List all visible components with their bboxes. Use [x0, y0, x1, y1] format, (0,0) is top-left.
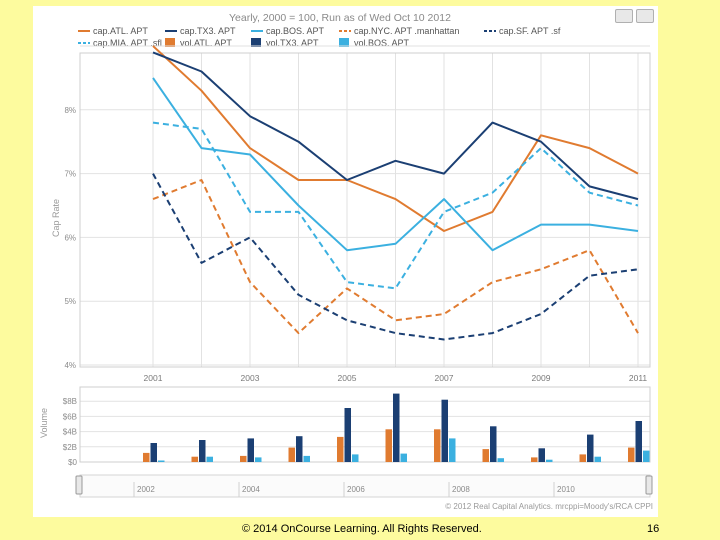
series-line [152, 51, 639, 201]
volume-bar [143, 452, 150, 462]
volume-bar [255, 457, 262, 462]
copyright-text: © 2014 OnCourse Learning. All Rights Res… [242, 523, 482, 535]
volume-chart-grid [79, 386, 651, 463]
navigator-right-handle [645, 475, 653, 495]
y-tick-label: 7% [64, 170, 76, 179]
legend-swatch [339, 38, 349, 47]
navigator-tick-label: 2002 [137, 485, 155, 494]
volume-bar [199, 440, 206, 462]
x-tick-label: 2001 [144, 373, 163, 383]
volume-chart-axes: $0 $2B $4B $6B $8B [63, 397, 78, 467]
navigator-left-handle [75, 475, 83, 495]
volume-bar [587, 434, 594, 462]
volume-bar [303, 455, 310, 462]
volume-bar [628, 447, 635, 462]
range-navigator[interactable]: 2002 2004 2006 2008 2010 [75, 474, 653, 498]
series-line [152, 121, 639, 290]
volume-bar [296, 436, 303, 462]
credit-text: © 2012 Real Capital Analytics. mrcppi=Mo… [445, 502, 653, 511]
volume-bar [490, 426, 497, 462]
y-tick-label: $8B [63, 397, 77, 406]
volume-bar [206, 456, 213, 462]
plot-frame [79, 52, 651, 368]
main-chart-grid [79, 45, 651, 368]
volume-bar [191, 456, 198, 462]
volume-bar [158, 460, 165, 462]
volume-bar [400, 453, 407, 462]
navigator-tick-label: 2008 [452, 485, 470, 494]
volume-bar [538, 448, 545, 462]
main-chart-lines [152, 45, 639, 341]
legend-label: vol.ATL. APT [180, 38, 232, 48]
volume-bar [344, 408, 351, 462]
volume-bar [635, 421, 642, 462]
volume-bar [150, 443, 157, 462]
y-tick-label: $0 [68, 458, 77, 467]
series-line [152, 77, 639, 252]
legend-swatch [251, 38, 261, 47]
y-tick-label: 6% [64, 233, 76, 242]
legend-label: cap.TX3. APT [180, 26, 236, 36]
legend-label: cap.NYC. APT .manhattan [354, 26, 459, 36]
series-line [152, 179, 639, 335]
y-axis-label: Cap Rate [51, 199, 61, 237]
volume-bar [393, 393, 400, 462]
volume-bar [497, 458, 504, 462]
legend-swatch [165, 38, 175, 47]
legend-label: vol.BOS. APT [354, 38, 410, 48]
volume-bar [247, 438, 254, 462]
plot-frame [79, 386, 651, 463]
volume-bar [385, 429, 392, 462]
navigator-tick-label: 2010 [557, 485, 575, 494]
volume-bar [288, 447, 295, 462]
volume-chart-bars [143, 393, 650, 462]
volume-bar [579, 454, 586, 462]
x-tick-label: 2009 [532, 373, 551, 383]
y-tick-label: 4% [64, 361, 76, 370]
volume-bar [531, 457, 538, 462]
chart-title: Yearly, 2000 = 100, Run as of Wed Oct 10… [229, 12, 451, 24]
navigator-tick-label: 2006 [347, 485, 365, 494]
volume-bar [449, 438, 456, 462]
volume-bar [594, 456, 601, 462]
y-tick-label: 5% [64, 297, 76, 306]
x-tick-label: 2005 [338, 373, 357, 383]
legend-label: vol.TX3. APT [266, 38, 319, 48]
volume-bar [441, 399, 448, 462]
page-number: 16 [647, 523, 660, 535]
y-tick-label: $6B [63, 412, 77, 421]
legend-label: cap.SF. APT .sf [499, 26, 561, 36]
slide-footer: © 2014 OnCourse Learning. All Rights Res… [0, 520, 720, 540]
y-tick-label: $2B [63, 443, 77, 452]
x-tick-label: 2011 [629, 373, 648, 383]
y-tick-label: $4B [63, 428, 77, 437]
volume-axis-label: Volume [39, 408, 49, 438]
legend-label: cap.MIA. APT .sfl [93, 38, 162, 48]
chart-svg: Yearly, 2000 = 100, Run as of Wed Oct 10… [39, 12, 653, 511]
legend-label: cap.BOS. APT [266, 26, 325, 36]
x-tick-label: 2007 [435, 373, 454, 383]
legend: cap.ATL. APT cap.TX3. APT cap.BOS. APT cap.… [78, 26, 561, 48]
main-chart-axes: 4% 5% 6% 7% 8% 2001 2003 2005 2007 2009 2011 [64, 106, 647, 383]
series-line [152, 45, 639, 232]
volume-bar [352, 454, 359, 462]
volume-bar [643, 450, 650, 462]
volume-bar [434, 429, 441, 462]
navigator-tick-label: 2004 [242, 485, 260, 494]
x-tick-label: 2003 [241, 373, 260, 383]
volume-bar [482, 449, 489, 462]
volume-bar [546, 459, 553, 462]
y-tick-label: 8% [64, 106, 76, 115]
volume-bar [337, 436, 344, 462]
volume-bar [240, 455, 247, 462]
legend-label: cap.ATL. APT [93, 26, 148, 36]
print-icon[interactable] [615, 9, 633, 23]
chart-panel: Yearly, 2000 = 100, Run as of Wed Oct 10… [33, 6, 658, 517]
download-icon[interactable] [636, 9, 654, 23]
